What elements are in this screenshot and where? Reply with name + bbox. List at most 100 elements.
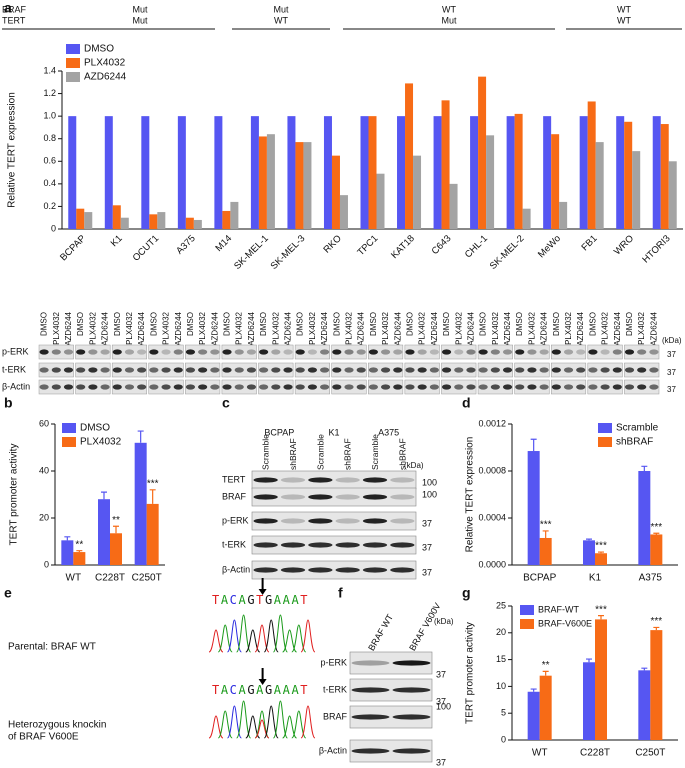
blot-band bbox=[149, 349, 159, 355]
blot-band bbox=[308, 477, 333, 483]
lane-label: DMSO bbox=[515, 312, 524, 336]
lane-label: PLX4032 bbox=[601, 311, 610, 344]
blot-band bbox=[253, 477, 278, 483]
bar bbox=[266, 134, 275, 229]
x-tick-label: FB1 bbox=[579, 233, 599, 253]
significance: *** bbox=[147, 478, 159, 489]
bar bbox=[250, 116, 259, 229]
lane-label: DMSO bbox=[442, 312, 451, 336]
bar bbox=[177, 116, 186, 229]
track-label: Heterozygous knockin bbox=[8, 720, 106, 731]
blot-band bbox=[551, 384, 561, 390]
blot-panel bbox=[514, 344, 550, 360]
lane-label: PLX4032 bbox=[454, 311, 463, 344]
kda-marker: 37 bbox=[422, 567, 432, 577]
error-bar bbox=[137, 430, 144, 443]
y-tick-label: 1.2 bbox=[43, 88, 56, 98]
blot-band bbox=[612, 349, 622, 355]
blot-band bbox=[368, 367, 378, 373]
error-bar bbox=[101, 491, 107, 500]
blot-band bbox=[137, 384, 147, 390]
blot-band bbox=[51, 349, 61, 355]
blot-band bbox=[539, 367, 549, 373]
bar bbox=[397, 116, 406, 229]
blot-band bbox=[100, 367, 110, 373]
blot-band bbox=[63, 367, 74, 373]
blot-band bbox=[124, 367, 135, 373]
x-tick-label: M14 bbox=[213, 233, 234, 254]
trace-peak bbox=[254, 710, 270, 739]
blot-band bbox=[234, 384, 244, 390]
blot-band bbox=[149, 367, 159, 373]
bar bbox=[522, 208, 531, 229]
bar bbox=[433, 116, 442, 229]
y-axis-label: Relative TERT expression bbox=[465, 437, 476, 553]
bar bbox=[104, 116, 113, 229]
error-bar bbox=[641, 465, 648, 471]
blot-band bbox=[539, 384, 549, 390]
legend-swatch bbox=[62, 423, 76, 433]
lane-label: AZD6244 bbox=[101, 311, 110, 345]
blot-band bbox=[466, 349, 476, 355]
blot-band bbox=[380, 367, 391, 373]
blot-panel bbox=[38, 344, 74, 360]
blot-panel bbox=[404, 344, 440, 360]
lane-label: AZD6244 bbox=[284, 311, 293, 345]
panel-label: g bbox=[462, 585, 471, 601]
blot-band bbox=[417, 367, 427, 373]
lane-label: PLX4032 bbox=[381, 311, 390, 344]
bar bbox=[141, 116, 150, 229]
blot-band bbox=[307, 384, 318, 390]
x-tick-label: OCUT1 bbox=[131, 233, 162, 264]
blot-band bbox=[527, 384, 537, 390]
trace-peak bbox=[272, 700, 288, 739]
blot-band bbox=[454, 367, 464, 373]
significance: *** bbox=[595, 541, 607, 552]
bar bbox=[668, 161, 677, 229]
lane-label: Scramble bbox=[261, 434, 271, 470]
bar bbox=[595, 553, 607, 565]
error-bar bbox=[542, 530, 549, 538]
blot-band bbox=[280, 477, 306, 483]
error-bar bbox=[598, 615, 604, 620]
trace-peak bbox=[245, 715, 261, 739]
x-tick-label: K1 bbox=[589, 573, 602, 584]
bar bbox=[638, 471, 651, 565]
y-tick-label: 20 bbox=[496, 627, 506, 637]
blot-band bbox=[405, 384, 415, 390]
error-bar bbox=[586, 658, 592, 663]
row-label: t-ERK bbox=[222, 539, 246, 549]
blot-band bbox=[271, 367, 281, 373]
error-bar bbox=[113, 525, 119, 534]
lane-label: DMSO bbox=[479, 312, 488, 336]
row-label: BRAF bbox=[222, 491, 247, 501]
y-tick-label: 0.0012 bbox=[478, 418, 506, 428]
bar bbox=[360, 116, 369, 229]
blot-band bbox=[295, 349, 305, 355]
row-label: β-Actin bbox=[319, 745, 347, 755]
blot-band bbox=[490, 384, 500, 390]
lane-label: DMSO bbox=[552, 312, 561, 336]
lane-label: PLX4032 bbox=[198, 311, 207, 344]
blot-band bbox=[539, 349, 549, 355]
x-tick-label: HTORI3 bbox=[640, 233, 672, 265]
lane-label: AZD6244 bbox=[393, 311, 402, 345]
y-axis-label: TERT promoter activity bbox=[465, 622, 476, 724]
legend-swatch bbox=[66, 58, 80, 68]
blot-band bbox=[308, 518, 333, 524]
blot-band bbox=[112, 349, 122, 355]
bar bbox=[579, 116, 588, 229]
lane-label: DMSO bbox=[332, 312, 341, 336]
blot-band bbox=[198, 367, 208, 373]
bar bbox=[514, 113, 523, 229]
kda-marker: 37 bbox=[436, 757, 446, 767]
blot-band bbox=[307, 367, 318, 373]
legend-label: DMSO bbox=[84, 44, 114, 55]
lane-label: PLX4032 bbox=[308, 311, 317, 344]
panel-label: d bbox=[462, 395, 471, 411]
blot-band bbox=[344, 384, 354, 390]
legend-label: shBRAF bbox=[616, 437, 653, 448]
blot-band bbox=[392, 714, 431, 720]
genotype-braf: Mut bbox=[132, 4, 148, 14]
